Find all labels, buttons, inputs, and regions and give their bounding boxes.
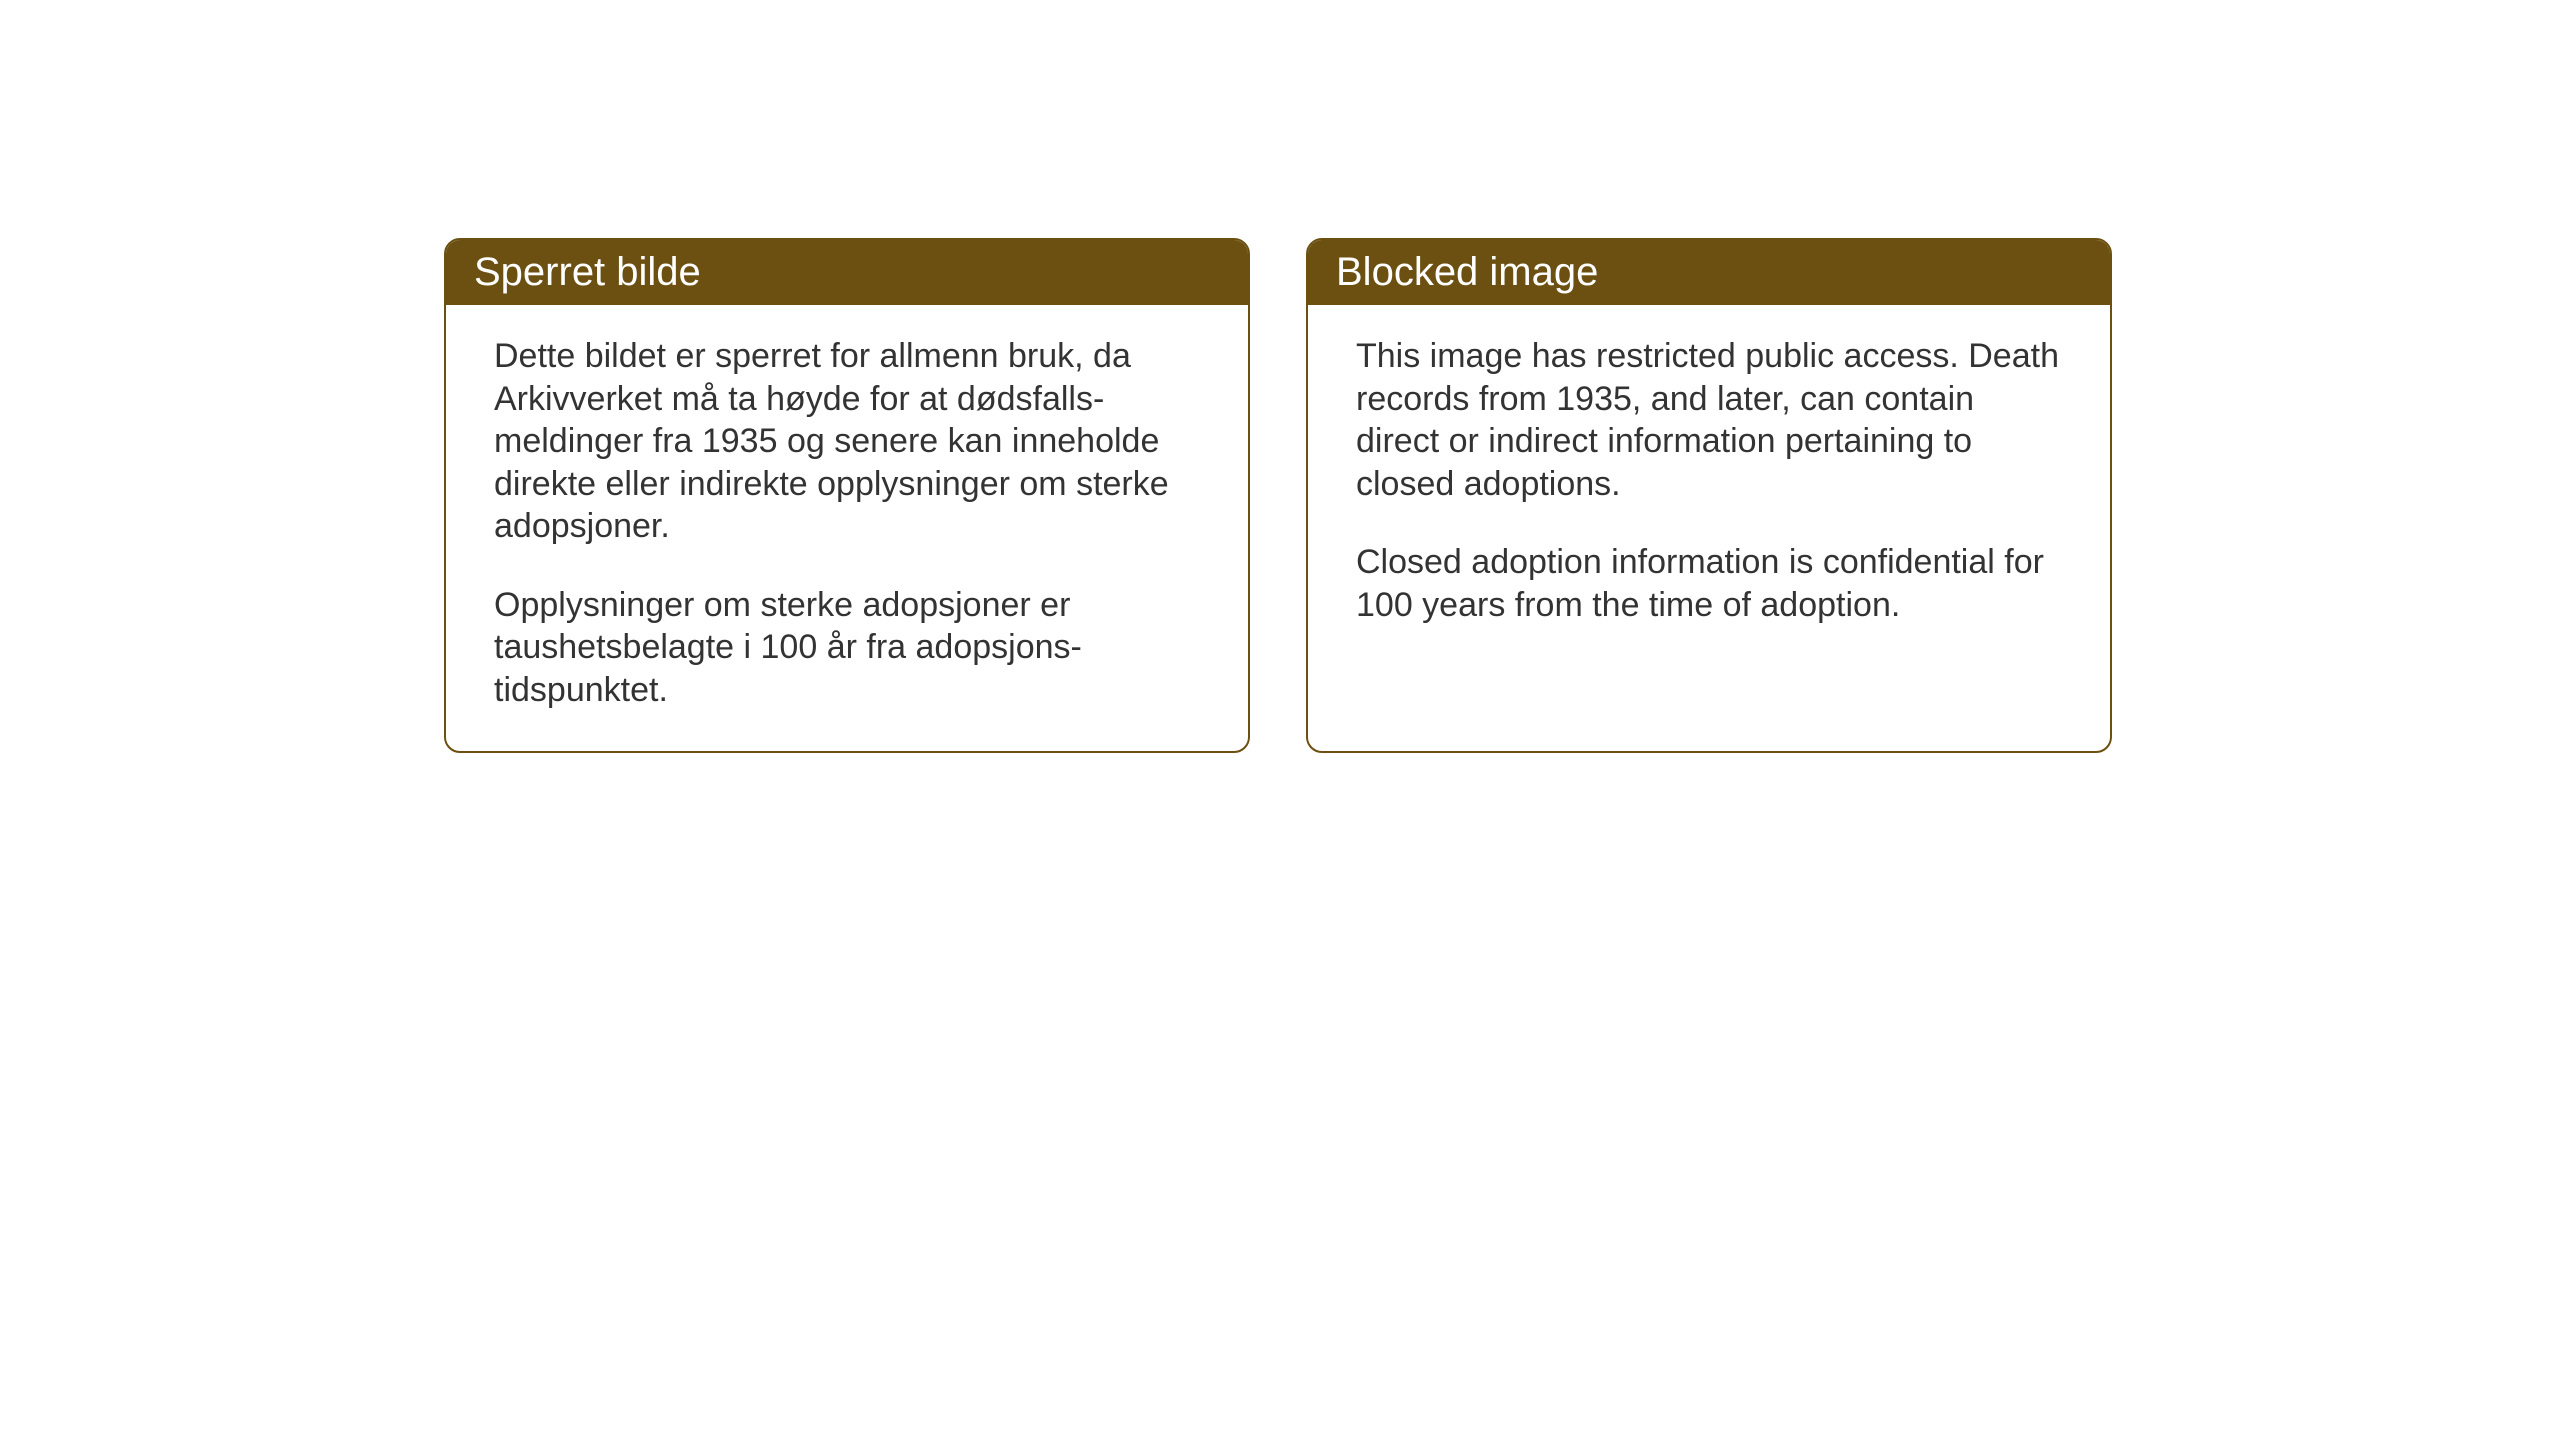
card-body-english: This image has restricted public access.…	[1308, 305, 2110, 726]
card-paragraph-norwegian-2: Opplysninger om sterke adopsjoner er tau…	[494, 584, 1200, 712]
card-header-norwegian: Sperret bilde	[446, 240, 1248, 305]
card-header-english: Blocked image	[1308, 240, 2110, 305]
card-body-norwegian: Dette bildet er sperret for allmenn bruk…	[446, 305, 1248, 751]
notice-card-norwegian: Sperret bilde Dette bildet er sperret fo…	[444, 238, 1250, 753]
card-paragraph-english-2: Closed adoption information is confident…	[1356, 541, 2062, 626]
card-paragraph-english-1: This image has restricted public access.…	[1356, 335, 2062, 505]
notice-card-english: Blocked image This image has restricted …	[1306, 238, 2112, 753]
card-title-norwegian: Sperret bilde	[474, 250, 701, 294]
card-title-english: Blocked image	[1336, 250, 1598, 294]
card-paragraph-norwegian-1: Dette bildet er sperret for allmenn bruk…	[494, 335, 1200, 548]
notice-container: Sperret bilde Dette bildet er sperret fo…	[444, 238, 2112, 753]
